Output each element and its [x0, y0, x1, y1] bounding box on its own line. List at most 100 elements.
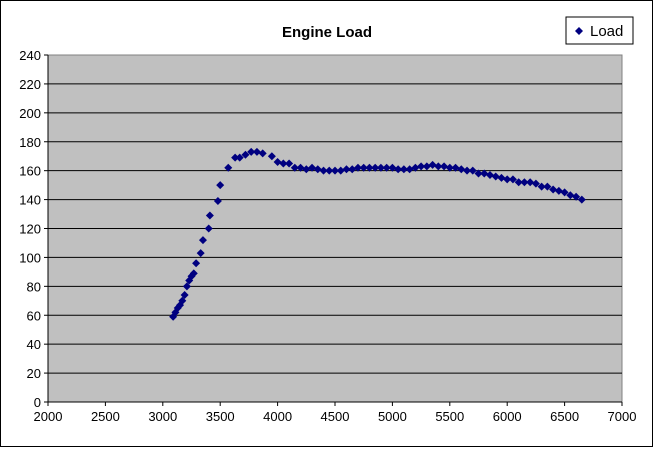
data-point	[342, 165, 351, 174]
data-point	[463, 166, 472, 175]
data-point	[247, 147, 256, 156]
data-point	[359, 163, 368, 172]
y-tick-label: 60	[27, 308, 41, 323]
data-point	[353, 163, 362, 172]
data-point	[348, 165, 357, 174]
x-tick-label: 3500	[206, 409, 235, 424]
y-tick-label: 120	[19, 222, 41, 237]
data-point	[485, 171, 494, 180]
x-tick-label: 6000	[493, 409, 522, 424]
data-point	[434, 162, 443, 171]
y-tick-label: 220	[19, 77, 41, 92]
data-point	[252, 147, 261, 156]
y-tick-label: 160	[19, 164, 41, 179]
data-point	[422, 162, 431, 171]
data-point	[325, 166, 334, 175]
data-point	[224, 163, 233, 172]
data-point	[182, 282, 191, 291]
data-point	[205, 211, 214, 220]
data-point	[231, 153, 240, 162]
data-point	[308, 163, 317, 172]
data-point	[296, 163, 305, 172]
data-point	[491, 172, 500, 181]
data-point	[365, 163, 374, 172]
data-point	[526, 178, 535, 187]
legend-marker-icon	[575, 27, 583, 35]
data-point	[457, 165, 466, 174]
y-tick-label: 200	[19, 106, 41, 121]
data-point	[474, 169, 483, 178]
data-point	[549, 185, 558, 194]
gridlines	[48, 83, 622, 374]
data-point	[440, 162, 449, 171]
data-point	[235, 153, 244, 162]
data-point	[468, 166, 477, 175]
y-tick-label: 140	[19, 193, 41, 208]
data-point	[204, 224, 213, 233]
chart-title: Engine Load	[282, 24, 372, 41]
data-point	[566, 191, 575, 200]
data-point	[417, 162, 426, 171]
data-point	[577, 195, 586, 204]
x-tick-label: 4500	[321, 409, 350, 424]
data-point	[543, 182, 552, 191]
x-tick-label: 3000	[148, 409, 177, 424]
y-tick-label: 180	[19, 135, 41, 150]
data-point	[514, 178, 523, 187]
y-tick-label: 100	[19, 250, 41, 265]
data-point	[336, 166, 345, 175]
data-point	[520, 178, 529, 187]
data-point	[445, 163, 454, 172]
data-point	[319, 166, 328, 175]
data-point	[405, 165, 414, 174]
data-point	[451, 163, 460, 172]
data-point	[497, 173, 506, 182]
legend: Load	[565, 16, 634, 45]
y-axis: 0 20 40 60 80 100 120 140 160 180 200 220 240	[19, 48, 49, 410]
data-point	[189, 269, 198, 278]
data-point	[267, 152, 276, 161]
data-point	[258, 149, 267, 158]
data-point	[313, 165, 322, 174]
y-tick-label: 20	[27, 366, 41, 381]
x-tick-label: 5500	[435, 409, 464, 424]
legend-label: Load	[590, 23, 623, 40]
data-point	[554, 186, 563, 195]
data-point	[371, 163, 380, 172]
data-point	[290, 163, 299, 172]
data-point	[399, 165, 408, 174]
y-tick-label: 80	[27, 279, 41, 294]
y-tick-label: 40	[27, 337, 41, 352]
data-point	[241, 150, 250, 159]
y-tick-label: 0	[34, 395, 41, 410]
y-tick-label: 240	[19, 48, 41, 63]
data-point	[198, 236, 207, 245]
data-point	[382, 163, 391, 172]
data-point	[411, 163, 420, 172]
data-point	[531, 179, 540, 188]
x-axis: 2000 2500 3000 3500 4000 4500 5000 5500 6000 6500…	[34, 401, 637, 424]
x-tick-label: 7000	[608, 409, 637, 424]
x-tick-label: 2000	[34, 409, 63, 424]
data-point	[428, 160, 437, 169]
data-point	[178, 296, 187, 305]
data-point	[480, 169, 489, 178]
data-point	[503, 175, 512, 184]
data-point	[331, 166, 339, 175]
x-tick-label: 2500	[91, 409, 120, 424]
data-point	[394, 165, 403, 174]
data-point	[537, 182, 546, 191]
x-tick-label: 6500	[550, 409, 579, 424]
x-tick-label: 5000	[378, 409, 407, 424]
data-point	[273, 157, 282, 166]
data-points	[169, 147, 586, 321]
data-point	[560, 188, 569, 197]
data-point	[572, 192, 581, 201]
data-point	[508, 175, 517, 184]
data-point	[216, 181, 225, 190]
x-tick-label: 4000	[263, 409, 292, 424]
data-point	[213, 197, 222, 206]
data-point	[388, 163, 397, 172]
